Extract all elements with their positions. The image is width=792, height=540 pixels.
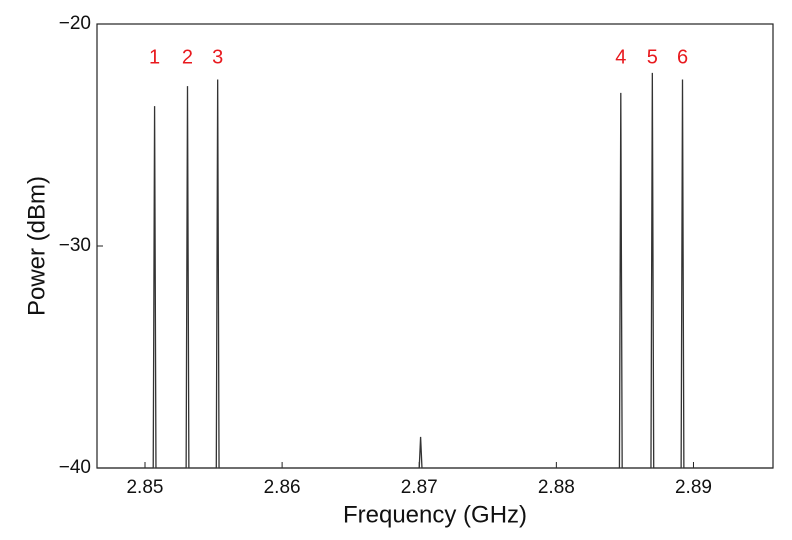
x-tick-label: 2.89 (675, 477, 712, 498)
peak-label: 5 (647, 46, 658, 68)
x-tick-label: 2.86 (264, 477, 301, 498)
plot-frame (96, 23, 774, 469)
x-tick-label: 2.85 (126, 477, 163, 498)
peak-label: 2 (182, 46, 193, 68)
y-axis-title: Power (dBm) (23, 176, 50, 316)
y-tick-label: −20 (59, 13, 91, 34)
y-tick-label: −30 (59, 235, 91, 256)
x-axis-title: Frequency (GHz) (343, 501, 527, 528)
x-tick-label: 2.88 (538, 477, 575, 498)
x-tick-label: 2.87 (401, 477, 438, 498)
spectrum-line (97, 72, 773, 469)
peak-label: 6 (677, 46, 688, 68)
peak-label: 4 (615, 46, 626, 68)
peak-label: 3 (212, 46, 223, 68)
peak-label: 1 (149, 46, 160, 68)
y-tick-label: −40 (59, 457, 91, 478)
